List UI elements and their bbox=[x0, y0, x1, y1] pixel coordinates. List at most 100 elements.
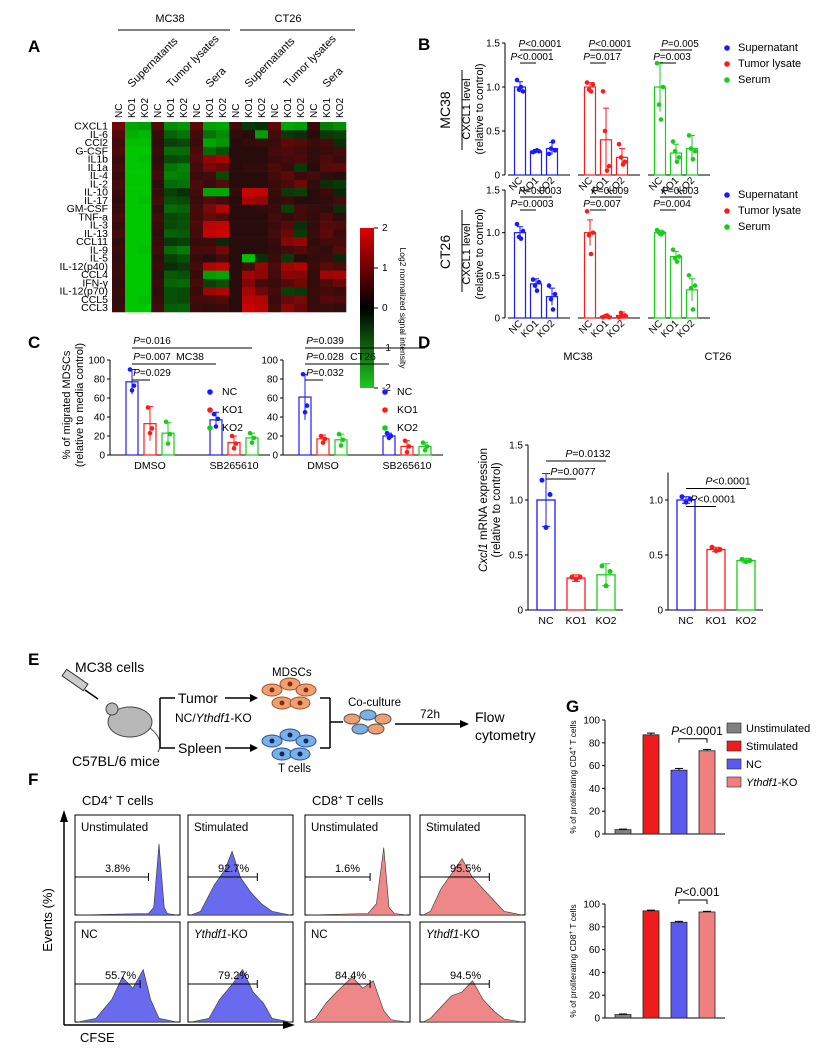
heatmap-cell bbox=[307, 262, 321, 271]
heatmap-cell bbox=[307, 303, 321, 313]
heatmap-cell bbox=[281, 188, 295, 197]
panel-g-sig-bracket bbox=[678, 899, 708, 904]
heatmap-cell bbox=[333, 171, 347, 181]
heatmap-cell bbox=[294, 278, 308, 288]
heatmap-condition-label: KO1 bbox=[166, 98, 177, 118]
heatmap-cell bbox=[333, 179, 347, 189]
heatmap-cell bbox=[281, 287, 295, 296]
heatmap-condition-label: KO2 bbox=[179, 98, 190, 118]
heatmap-condition-label: KO2 bbox=[257, 98, 268, 118]
panel-b-y-tick-label: 0 bbox=[494, 314, 500, 325]
panel-b-legend-marker bbox=[724, 224, 730, 230]
heatmap-cell bbox=[138, 196, 152, 205]
heatmap-cell bbox=[216, 254, 230, 263]
panel-c-point bbox=[318, 433, 324, 439]
heatmap-cell bbox=[177, 254, 191, 263]
panel-b-pvalue: P=0.004 bbox=[653, 199, 691, 210]
heatmap-cell bbox=[190, 196, 204, 205]
heatmap-cell bbox=[190, 229, 204, 238]
heatmap-cell bbox=[242, 138, 256, 148]
panel-c-x-label: DMSO bbox=[134, 460, 166, 472]
heatmap-cell bbox=[268, 138, 282, 148]
heatmap-cell bbox=[151, 146, 165, 156]
heatmap-cell bbox=[112, 295, 126, 305]
heatmap-cell bbox=[138, 122, 152, 131]
tcell-nucleus-icon bbox=[287, 732, 293, 738]
heatmap-cell bbox=[281, 179, 295, 189]
heatmap-row-label: CCL5 bbox=[81, 294, 108, 306]
panel-d-point bbox=[687, 496, 693, 502]
panel-b-pvalue: P<0.0001 bbox=[588, 39, 632, 50]
panel-b-point bbox=[660, 84, 666, 90]
heatmap-cell bbox=[112, 146, 126, 156]
panel-b-legend-label: Tumor lysate bbox=[738, 205, 801, 217]
heatmap-cell bbox=[138, 204, 152, 214]
heatmap-cell bbox=[190, 245, 204, 255]
heatmap-cell bbox=[125, 221, 139, 230]
panel-c-y-tick-label: 80 bbox=[267, 375, 279, 386]
coculture-cell-icon bbox=[351, 723, 369, 735]
panel-b-legend-marker bbox=[724, 192, 730, 198]
heatmap-cell bbox=[294, 179, 308, 189]
heatmap-condition-label: KO1 bbox=[127, 98, 138, 118]
heatmap-cell bbox=[294, 287, 308, 296]
panel-b-point bbox=[514, 77, 520, 83]
heatmap-cell bbox=[177, 245, 191, 255]
heatmap-cell bbox=[138, 212, 152, 222]
heatmap-cell bbox=[164, 303, 178, 313]
panel-b-pvalue: P=0.0003 bbox=[518, 186, 562, 197]
panel-c-pvalue: P=0.007 bbox=[133, 352, 171, 363]
heatmap-cell bbox=[138, 237, 152, 247]
heatmap-cell bbox=[138, 270, 152, 280]
heatmap-cell bbox=[281, 254, 295, 263]
heatmap-cell bbox=[268, 295, 282, 305]
panel-b-legend-marker bbox=[724, 208, 730, 214]
panel-g-sig-bracket bbox=[678, 738, 708, 743]
heatmap-cell bbox=[333, 245, 347, 255]
heatmap-cell bbox=[190, 212, 204, 222]
heatmap-cell bbox=[281, 221, 295, 230]
panel-b-pvalue: P=0.017 bbox=[583, 52, 621, 63]
heatmap-cell bbox=[229, 146, 243, 156]
heatmap-cell bbox=[268, 188, 282, 197]
panel-b-y-label: CXCL1 level bbox=[461, 78, 473, 139]
heatmap-cell bbox=[190, 295, 204, 305]
heatmap-cell bbox=[203, 163, 217, 172]
heatmap-cell bbox=[255, 245, 269, 255]
experiment-schematic: MC38 cells C57BL/6 mice Tumor NC/Ythdf1-KO S… bbox=[61, 659, 536, 775]
heatmap-cell bbox=[138, 287, 152, 296]
heatmap-cell bbox=[255, 295, 269, 305]
heatmap-cell bbox=[307, 254, 321, 263]
heatmap-cell bbox=[112, 122, 126, 131]
heatmap-cell bbox=[177, 130, 191, 139]
heatmap-cell bbox=[203, 196, 217, 205]
flow-y-label: Events (%) bbox=[40, 888, 55, 952]
heatmap-cell bbox=[333, 237, 347, 247]
panel-d-point bbox=[539, 477, 545, 483]
heatmap-row-label: CCL4 bbox=[81, 269, 108, 281]
heatmap-cell bbox=[177, 270, 191, 280]
panel-g-y-tick-label: 20 bbox=[589, 807, 601, 818]
heatmap-cell bbox=[164, 179, 178, 189]
heatmap-cell bbox=[164, 196, 178, 205]
flow-histogram-title: Unstimulated bbox=[81, 822, 148, 834]
heatmap-row-label: IL1b bbox=[88, 154, 109, 166]
panel-d-y-label: Cxcl1 mRNA expression bbox=[478, 448, 490, 572]
panel-c-point bbox=[300, 371, 306, 377]
heatmap-cell bbox=[333, 138, 347, 148]
heatmap-cell bbox=[177, 204, 191, 214]
heatmap-cell bbox=[112, 245, 126, 255]
heatmap-cell bbox=[112, 188, 126, 197]
heatmap-cell bbox=[307, 229, 321, 238]
panel-g-bar bbox=[642, 734, 660, 835]
heatmap-condition-label: NC bbox=[309, 104, 320, 118]
heatmap-cell bbox=[281, 270, 295, 280]
panel-g-y-tick-label: 0 bbox=[594, 830, 600, 841]
heatmap-cell bbox=[203, 245, 217, 255]
panel-c-y-tick-label: 40 bbox=[267, 413, 279, 424]
panel-c-point bbox=[420, 440, 426, 445]
schematic-arrowhead bbox=[250, 694, 258, 702]
heatmap-cell bbox=[203, 122, 217, 131]
heatmap-row-label: CXCL1 bbox=[74, 121, 108, 133]
heatmap-cell bbox=[125, 130, 139, 139]
